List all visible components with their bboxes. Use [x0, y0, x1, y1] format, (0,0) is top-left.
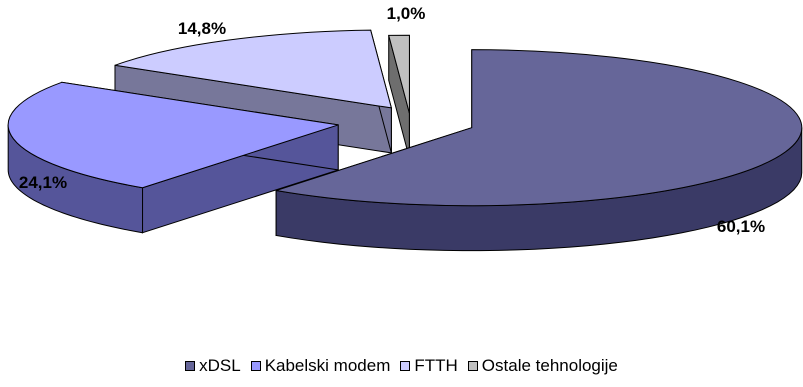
slice-kabelski-modem: [7, 81, 339, 189]
legend-label-ftth: FTTH: [414, 356, 458, 375]
legend-swatch-kabelski-modem: [250, 361, 261, 371]
legend-item-xdsl: xDSL: [185, 356, 241, 376]
data-label-ftth: 14,8%: [178, 19, 226, 38]
data-label-kabelski-modem: 24,1%: [19, 173, 67, 192]
legend-label-kabelski-modem: Kabelski modem: [264, 356, 391, 375]
slice-ostale-tehnologije: [388, 34, 410, 114]
chart-legend: xDSL Kabelski modem FTTH Ostale tehnologije: [0, 356, 803, 376]
legend-label-xdsl: xDSL: [199, 356, 241, 375]
legend-item-kabelski-modem: Kabelski modem: [250, 356, 391, 376]
data-label-ostale-tehnologije: 1,0%: [387, 4, 426, 23]
legend-item-ftth: FTTH: [400, 356, 458, 376]
slice-xdsl: [275, 49, 803, 207]
pie-top-faces: [7, 29, 803, 207]
slice-ftth: [114, 29, 393, 109]
data-label-xdsl: 60,1%: [717, 217, 765, 236]
legend-swatch-ftth: [400, 361, 411, 371]
legend-item-ostale-tehnologije: Ostale tehnologije: [467, 356, 618, 376]
legend-swatch-xdsl: [185, 361, 196, 371]
pie-data-labels: 60,1% 24,1% 14,8% 1,0%: [19, 4, 765, 236]
legend-label-ostale-tehnologije: Ostale tehnologije: [481, 356, 618, 375]
legend-swatch-ostale-tehnologije: [467, 361, 478, 371]
